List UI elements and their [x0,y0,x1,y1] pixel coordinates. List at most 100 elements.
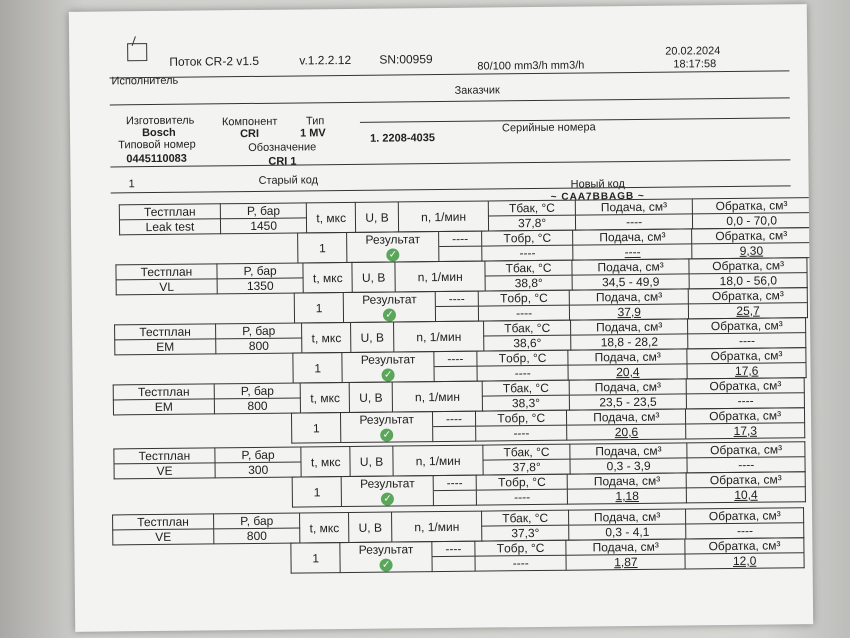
report-date: 20.02.2024 [665,45,721,58]
pressure-header: P, бар [214,446,302,463]
voltage-header: U, B [350,321,394,353]
result-empty [433,490,477,506]
result-status: ✓ [342,366,435,383]
time-header: t, мкс [301,446,351,477]
return-label: Обратка, см³ [685,407,805,424]
pressure-header: P, бар [216,262,304,279]
return-value: 10,4 [686,486,806,503]
delivery-header: Подача, см³ [570,318,689,336]
check-mark-icon: ✓ [381,368,395,382]
rpm-header: n, 1/мин [391,511,483,543]
check-mark-icon: ✓ [380,492,395,506]
delivery-header: Подача, см³ [575,198,693,216]
result-index: 1 [292,476,342,508]
result-status: ✓ [347,246,439,263]
code-index: 1 [128,178,135,191]
delivery-header: Подача, см³ [571,258,690,276]
pressure-header: P, бар [220,202,307,219]
model-number-label: Типовой номер [118,138,196,152]
result-empty [431,556,476,572]
return-temp-label: Tобр, °C [481,230,574,247]
time-header: t, мкс [301,322,352,353]
flow-units: 80/100 mm3/h mm3/h [477,59,585,73]
divider [109,70,790,79]
rpm-header: n, 1/мин [392,445,484,477]
program-version: v.1.2.2.12 [299,52,352,68]
tank-temp-header: Tбак, °C [481,510,569,527]
return-temp-value: ---- [481,245,574,262]
delivery-label: Подача, см³ [567,472,687,490]
delivery-value: 1,18 [567,487,687,505]
divider [110,185,791,194]
rpm-header: n, 1/мин [394,261,486,292]
result-dash: ---- [433,351,477,367]
testplan-header: Тестплан [113,447,215,464]
result-index: 1 [297,232,348,263]
manufacturer-label: Изготовитель [125,114,195,128]
delivery-value-text: ---- [624,244,641,260]
tank-temp-value: 38,6° [484,335,571,352]
pressure-value: 300 [214,461,302,478]
testplan-name: Leak test [119,218,221,235]
delivery-header: Подача, см³ [568,378,687,396]
result-index: 1 [290,542,341,574]
check-mark-icon: ✓ [379,558,393,572]
result-status: ✓ [340,556,433,573]
new-code-label: Новый код [570,178,625,191]
delivery-value-text: 1,18 [615,488,639,504]
tank-temp-value: 38,3° [482,395,570,412]
return-label: Обратка, см³ [691,227,811,244]
pressure-value: 800 [215,337,303,354]
result-label: Результат [340,411,433,428]
testplan-header: Тестплан [115,263,218,280]
return-value-text: 17,6 [734,363,759,378]
voltage-header: U, B [348,512,392,543]
result-empty [433,366,478,382]
return-value-text: 12,0 [732,553,757,568]
pressure-value: 800 [214,397,301,414]
designation-label: Обозначение [248,141,317,155]
testplan-header: Тестплан [112,513,214,530]
check-mark-icon: ✓ [380,428,394,442]
pressure-header: P, бар [215,322,303,339]
result-dash: ---- [431,541,475,557]
return-temp-value: ---- [475,425,568,442]
type-label: Тип [305,115,325,128]
return-temp-value: ---- [476,365,569,382]
tank-temp-value: 37,3° [482,525,569,542]
result-index: 1 [292,352,343,384]
testplan-name: EM [114,338,216,355]
serial-entry: 1. 2208-4035 [370,132,436,145]
tank-temp-header: Tбак, °C [485,260,572,277]
model-number-value: 0445110083 [126,152,187,166]
device-serial: SN:00959 [379,52,433,67]
tank-temp-header: Tбак, °C [482,380,570,397]
return-temp-label: Tобр, °C [474,540,567,557]
return-label: Обратка, см³ [686,471,806,488]
tank-temp-value: 38,8° [485,275,572,292]
delivery-label: Подача, см³ [569,288,689,306]
report-time: 18:17:58 [673,58,717,71]
return-value-text: 10,4 [734,487,758,502]
return-label: Обратка, см³ [688,287,808,304]
return-value-text: 25,7 [736,303,760,318]
testplan-header: Тестплан [119,203,221,220]
return-header: Обратка, см³ [689,257,808,274]
return-value-text: 9,30 [739,243,764,258]
result-label: Результат [347,231,439,248]
delivery-value-text: 20,6 [614,424,639,440]
return-header: Обратка, см³ [687,441,805,458]
pressure-header: P, бар [213,512,301,529]
rpm-header: n, 1/мин [398,200,489,232]
return-temp-label: Tобр, °C [476,474,568,491]
result-label: Результат [341,475,434,492]
time-header: t, мкс [306,202,356,233]
time-header: t, мкс [299,512,350,543]
voltage-header: U, B [350,446,394,477]
divider [109,97,790,106]
return-value: 17,3 [685,422,805,439]
pressure-value: 800 [213,527,301,544]
return-temp-label: Tобр, °C [476,350,569,367]
result-label: Результат [342,351,434,368]
tank-temp-header: Tбак, °C [483,444,570,461]
